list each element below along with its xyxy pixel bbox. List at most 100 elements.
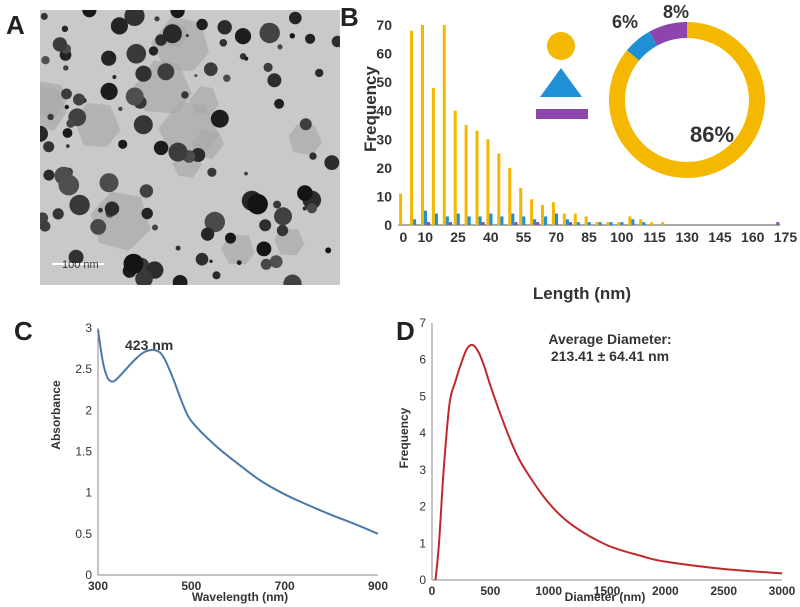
tem-particle [269,255,283,268]
histogram-bar-sphere [540,205,545,225]
tem-particle [210,109,229,128]
tem-particle [154,16,160,22]
tem-particle [148,46,159,56]
tem-particle [43,169,55,181]
dls-xtick: 1000 [535,584,562,598]
sphere-legend-icon [547,32,575,60]
tem-particle [276,224,289,237]
triangle-legend-icon [540,68,582,97]
histogram-bar-sphere [573,213,577,225]
tem-particle [219,39,228,47]
tem-particle [181,91,189,99]
histogram-bar-rod [481,222,485,225]
tem-particle [297,185,313,201]
tem-particle [90,219,107,235]
donut-slice-rod [649,22,687,46]
dls-xlabel: Diameter (nm) [565,590,646,604]
donut-chart: 86% 6% 8% [608,2,765,178]
dls-ytick: 1 [419,536,426,550]
tem-particle [209,259,213,263]
tem-particle [283,274,302,285]
tem-particle [267,73,282,88]
histogram-bar-triangle [587,222,591,225]
tem-particle [66,119,75,128]
histogram-bar-triangle [565,219,569,225]
tem-particle [315,68,324,78]
donut-label-rod: 8% [663,2,689,22]
tem-particle [52,208,64,220]
tem-particle [172,275,188,285]
tem-particle [104,201,120,216]
histogram-bar-sphere [453,110,457,225]
uv-ytick: 2 [85,403,92,417]
histogram-ytick: 10 [376,188,392,204]
panel-letter-c: C [14,316,33,346]
tem-particle [306,203,317,214]
histogram-bar-sphere [661,222,665,225]
histogram-bar-sphere [530,199,534,225]
dls-xtick: 2500 [710,584,737,598]
histogram-xtick: 70 [548,229,564,245]
histogram-bar-triangle [554,213,559,225]
histogram-bar-triangle [489,213,493,225]
tem-particle [204,211,225,233]
tem-particle [47,113,54,121]
tem-particle [162,24,182,44]
donut-label-sphere: 86% [690,122,734,147]
histogram-bar-sphere [475,130,479,225]
tem-particle [196,18,208,31]
panel-letter-a: A [6,10,25,40]
tem-particle [260,258,272,270]
histogram-bar-rod [427,222,431,225]
histogram-bar-sphere [497,153,501,225]
tem-particle [124,10,145,26]
tem-particle [207,167,217,177]
uv-peak-annotation: 423 nm [125,337,173,353]
tem-particle [135,270,153,285]
tem-particle [82,10,97,18]
histogram-xtick: 115 [643,229,666,245]
histogram-bar-triangle [434,213,438,225]
tem-particle [309,152,317,160]
tem-particle [302,206,307,211]
histogram-xtick: 10 [417,229,433,245]
tem-particle [273,200,282,209]
histogram-bar-rod [514,222,518,225]
histogram-ytick: 70 [376,17,392,33]
histogram-bar-sphere [562,213,566,225]
uv-ytick: 1.5 [75,445,92,459]
histogram-xtick: 0 [400,229,408,245]
tem-particle [259,219,272,232]
tem-particle [99,173,119,193]
histogram-bar-triangle [445,216,449,225]
donut-label-triangle: 6% [612,12,638,32]
dls-xtick: 3000 [769,584,796,598]
histogram-xtick: 40 [483,229,499,245]
histogram-bar-sphere [551,202,555,225]
tem-particle [110,52,116,59]
tem-particle [118,139,128,149]
histogram-bar-triangle [467,216,471,225]
donut-slice-triangle [626,31,658,61]
histogram-bar-sphere [420,25,424,225]
dls-xtick: 1500 [594,584,621,598]
histogram-bar-triangle [609,222,613,225]
histogram-bar-sphere [584,216,588,225]
histogram-ytick: 20 [376,160,392,176]
tem-particle [168,142,188,162]
tem-particle [40,220,51,232]
tem-particle [61,88,72,100]
histogram-bar-sphere [617,222,621,225]
tem-particle [126,44,147,64]
dls-xtick: 0 [429,584,436,598]
tem-particle [40,85,67,131]
histogram-ytick: 60 [376,46,392,62]
uv-xtick: 300 [88,579,108,593]
dls-xtick: 500 [480,584,500,598]
tem-particle [256,241,272,257]
histogram-bar-triangle [642,222,646,225]
tem-particle [63,65,69,71]
tem-particle [247,193,268,215]
tem-particle [325,247,332,254]
panel-letter-b: B [340,2,359,32]
